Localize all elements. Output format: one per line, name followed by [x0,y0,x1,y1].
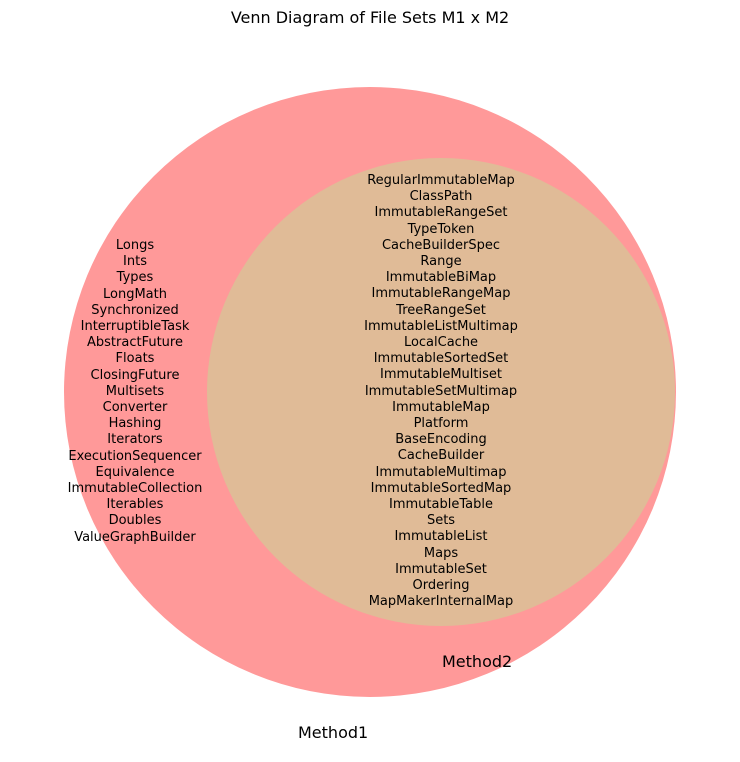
intersection-item: Range [420,254,462,270]
intersection-item: ImmutableList [394,529,488,545]
only-method1-item: Iterables [106,497,164,513]
only-method1-item: Equivalence [95,464,175,480]
intersection-item: ImmutableMap [392,399,490,415]
intersection-item: TreeRangeSet [396,302,486,318]
intersection-item: ImmutableMultiset [380,367,502,383]
only-method1-item: Multisets [105,383,165,399]
intersection-item: ImmutableRangeMap [371,286,511,302]
intersection-item: ImmutableSetMultimap [364,383,518,399]
only-method1-item: ImmutableCollection [67,481,203,497]
intersection-item: BaseEncoding [395,432,487,448]
only-method1-item: Floats [115,351,155,367]
only-method1-item: Longs [115,238,155,253]
intersection-item: LocalCache [403,335,479,351]
intersection-item: CacheBuilderSpec [381,237,501,253]
intersection-item: ImmutableBiMap [385,270,497,286]
intersection-item: RegularImmutableMap [367,173,515,188]
intersection-item: ImmutableSortedSet [373,351,509,367]
intersection-item: CacheBuilder [397,448,485,464]
only-method1-item: Iterators [107,432,163,448]
only-method1-item: ExecutionSequencer [68,448,202,464]
diagram-title: Venn Diagram of File Sets M1 x M2 [230,8,510,27]
only-method1-item: Doubles [108,513,162,529]
only-method1-item: Hashing [108,416,162,432]
intersection-item: MapMakerInternalMap [368,594,514,610]
only-method1-item: Types [116,270,154,286]
only-method1-item: Converter [102,400,168,416]
intersection-item: Platform [413,416,469,432]
intersection-item: ImmutableTable [389,497,493,513]
only-method1-item: AbstractFuture [87,335,183,351]
intersection-item: Sets [426,513,456,529]
intersection-item: ImmutableRangeSet [374,205,508,221]
only-method1-item: ValueGraphBuilder [74,529,196,545]
only-method1-list: Longs Ints Types LongMath Synchronized Interr… [68,238,203,546]
method2-circle [207,158,675,626]
intersection-item: ImmutableSortedMap [370,480,512,496]
intersection-list: RegularImmutableMap ClassPath ImmutableRan… [364,173,518,610]
method1-label: Method1 [298,723,369,742]
intersection-item: ImmutableListMultimap [364,318,518,334]
method2-label: Method2 [442,652,513,671]
only-method1-item: Synchronized [91,302,179,318]
intersection-item: Maps [423,545,459,561]
only-method1-item: LongMath [103,286,167,302]
only-method1-item: ClosingFuture [90,367,180,383]
intersection-item: TypeToken [407,221,475,237]
intersection-item: ClassPath [409,189,473,205]
only-method1-item: InterruptibleTask [80,319,190,335]
intersection-item: Ordering [412,578,470,594]
only-method1-item: Ints [123,254,147,270]
intersection-item: ImmutableMultimap [375,464,507,480]
intersection-item: ImmutableSet [395,561,487,577]
